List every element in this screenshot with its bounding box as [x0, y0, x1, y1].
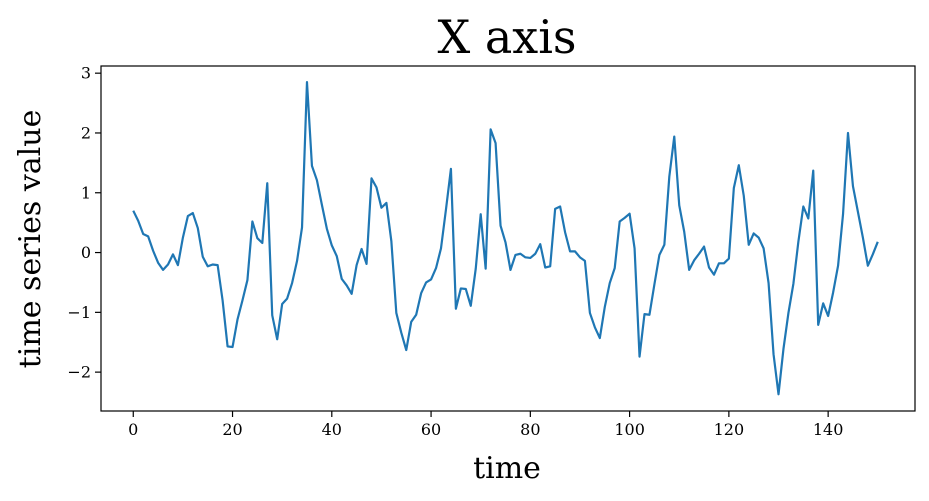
x-tick-label: 20	[222, 420, 242, 439]
x-tick-label: 40	[322, 420, 342, 439]
y-tick-label: −1	[67, 303, 91, 322]
y-tick-label: 3	[81, 64, 91, 83]
plot-area	[132, 81, 879, 396]
chart-title: X axis	[437, 10, 576, 64]
x-tick-label: 0	[128, 420, 138, 439]
x-tick-label: 80	[520, 420, 540, 439]
x-axis-label: time	[473, 451, 541, 486]
x-tick-label: 140	[813, 420, 844, 439]
x-tick-label: 100	[614, 420, 645, 439]
y-axis-label: time series value	[13, 110, 48, 369]
series-line	[132, 81, 879, 396]
axis-ticks: 0 20 40 60 80 100 120 140 −2 −1 0 1 2 3	[67, 64, 843, 439]
x-tick-label: 120	[714, 420, 745, 439]
x-tick-label: 60	[421, 420, 441, 439]
y-tick-label: 0	[81, 243, 91, 262]
y-tick-label: 2	[81, 123, 91, 142]
y-tick-label: −2	[67, 363, 91, 382]
y-tick-label: 1	[81, 183, 91, 202]
plot-frame	[100, 65, 916, 412]
